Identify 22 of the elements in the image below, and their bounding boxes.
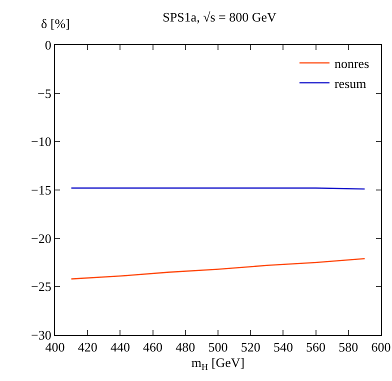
- y-tick-label: 0: [44, 38, 52, 53]
- x-tick-label: 420: [78, 340, 98, 355]
- y-tick-label: −5: [38, 86, 52, 101]
- chart-title: SPS1a, √s = 800 GeV: [162, 10, 278, 25]
- x-tick-label: 560: [306, 340, 326, 355]
- line-series: [70, 258, 366, 280]
- x-tick-label: 600: [371, 340, 391, 355]
- x-tick-label: 540: [273, 340, 293, 355]
- x-tick-label: 460: [143, 340, 163, 355]
- x-tick-label: 500: [208, 340, 228, 355]
- x-axis-title: m$_{H}$ [GeV]: [191, 355, 245, 372]
- y-tick-label: −10: [31, 134, 52, 150]
- y-tick-label: −25: [31, 279, 52, 294]
- legend-label: resum: [334, 76, 366, 91]
- x-tick-label: 480: [176, 340, 196, 355]
- legend-label: nonres: [334, 56, 370, 71]
- y-tick-label: −20: [31, 230, 52, 246]
- x-tick-label: 520: [240, 340, 260, 355]
- y-tick-label: −15: [31, 182, 52, 198]
- y-axis-title: δ [%]: [41, 16, 70, 31]
- x-tick-label: 580: [338, 340, 358, 355]
- x-tick-label: 440: [110, 340, 130, 355]
